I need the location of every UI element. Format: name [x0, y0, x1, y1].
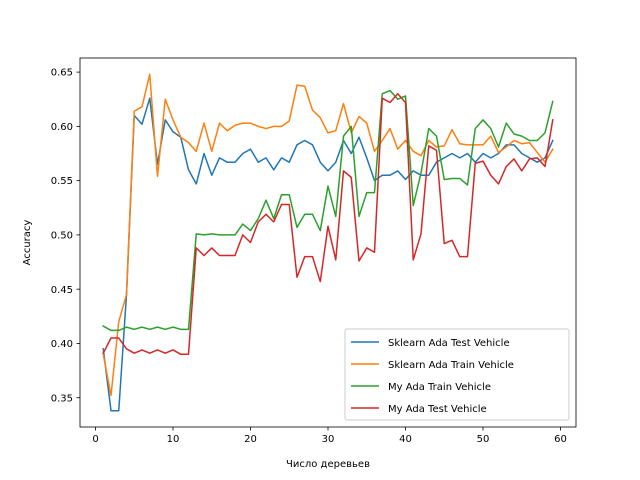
- series-line-3: [102, 89, 554, 332]
- x-tick-label: 30: [322, 434, 335, 445]
- legend: Sklearn Ada Test Vehicle Sklearn Ada Trai…: [344, 328, 570, 421]
- x-tick-label: 20: [244, 434, 257, 445]
- x-axis-label: Число деревьев: [286, 459, 370, 470]
- legend-label: My Ada Train Vehicle: [388, 382, 491, 393]
- y-tick-label: 0.60: [51, 122, 73, 133]
- x-tick-label: 50: [477, 434, 490, 445]
- x-tick-label: 60: [554, 434, 567, 445]
- series-line-2: [102, 73, 554, 397]
- legend-label: My Ada Test Vehicle: [388, 404, 487, 415]
- x-tick-label: 40: [399, 434, 412, 445]
- series-line-1: [102, 97, 554, 412]
- y-tick-label: 0.35: [51, 393, 73, 404]
- x-tick-label: 10: [167, 434, 180, 445]
- y-tick-label: 0.50: [51, 231, 73, 242]
- series-line-4: [102, 93, 554, 356]
- y-tick-label: 0.55: [51, 176, 73, 187]
- y-tick-label: 0.40: [51, 339, 73, 350]
- legend-label: Sklearn Ada Test Vehicle: [388, 338, 510, 349]
- y-tick-label: 0.65: [51, 68, 73, 79]
- legend-label: Sklearn Ada Train Vehicle: [388, 360, 514, 371]
- y-axis: 0.35 0.40 0.45 0.50 0.55 0.60 0.65: [51, 68, 80, 404]
- y-tick-label: 0.45: [51, 285, 73, 296]
- x-axis: 0 10 20 30 40 50 60: [92, 427, 567, 445]
- series-layer: [102, 73, 554, 412]
- legend-box: [344, 328, 570, 421]
- y-axis-label: Accuracy: [22, 220, 33, 266]
- x-tick-label: 0: [92, 434, 98, 445]
